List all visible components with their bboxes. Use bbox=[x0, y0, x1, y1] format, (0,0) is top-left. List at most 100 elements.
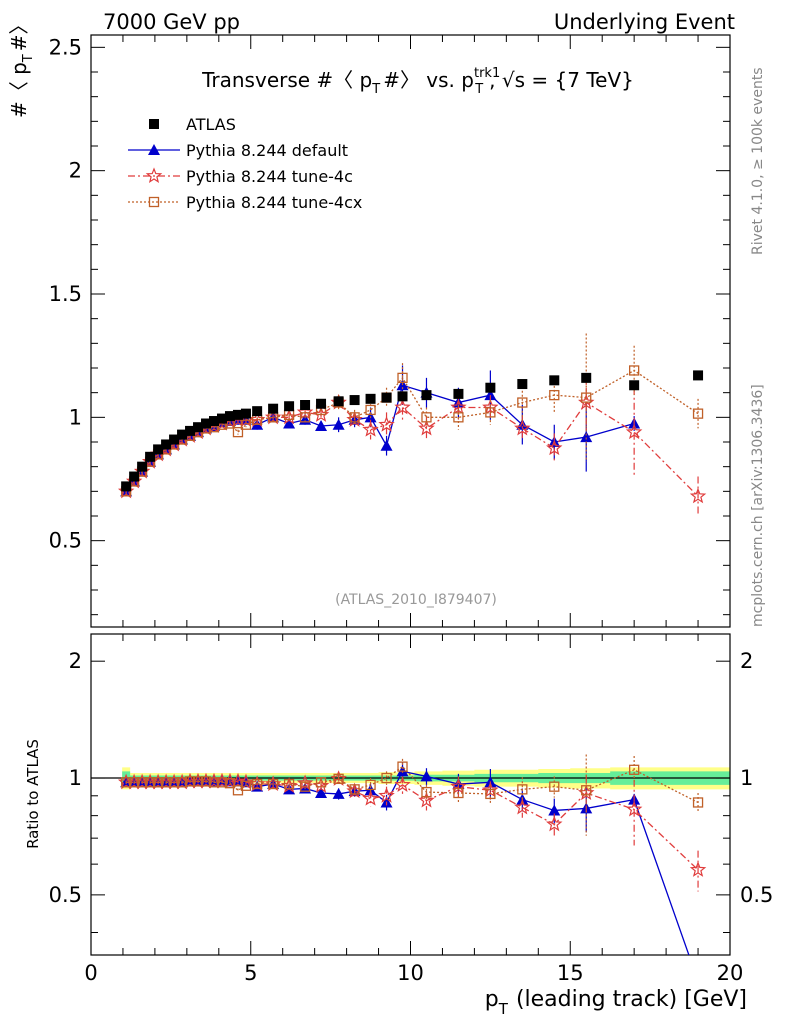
atlas-data-point bbox=[201, 418, 212, 429]
ratio-tune-4cx-point bbox=[381, 772, 392, 784]
x-tick-label: 15 bbox=[557, 961, 584, 985]
ratio-tune-4cx-point bbox=[299, 781, 311, 792]
ratio-tune-4c-point bbox=[394, 776, 411, 792]
x-tick-label: 0 bbox=[84, 961, 97, 985]
ratio-tune-4c-line bbox=[126, 778, 699, 871]
legend-label: Pythia 8.244 default bbox=[186, 141, 348, 160]
ratio-tune-4cx-point bbox=[421, 786, 432, 798]
x-tick-label: 5 bbox=[244, 961, 257, 985]
main-default-point bbox=[315, 419, 328, 431]
atlas-data-point bbox=[252, 406, 263, 417]
ratio-tick-label-left: 1 bbox=[69, 766, 82, 790]
atlas-data-point bbox=[693, 370, 704, 381]
ratio-tune-4cx-point bbox=[192, 776, 204, 787]
atlas-data-point bbox=[268, 403, 279, 414]
atlas-data-point bbox=[177, 429, 188, 440]
atlas-data-point bbox=[485, 382, 496, 393]
ratio-series-group bbox=[117, 754, 707, 986]
axes: 0 5 10 15 20 0.5 1 1.5 2 2.5 0.5 0.5 1 1 2 2 bbox=[49, 35, 773, 985]
ratio-tune-4c-point bbox=[362, 789, 379, 806]
ratio-tune-4cx-point bbox=[251, 778, 263, 790]
atlas-data-point bbox=[161, 439, 172, 450]
main-tune-4cx-point bbox=[549, 389, 560, 401]
main-tune-4cx-point bbox=[629, 365, 640, 376]
main-tune-4cx-point bbox=[581, 392, 592, 403]
main-tune-4cx-point bbox=[517, 397, 528, 408]
ratio-tune-4cx-point bbox=[517, 784, 528, 795]
y-tick-label: 0.5 bbox=[49, 529, 82, 553]
y-tick-label: 1.5 bbox=[49, 282, 82, 306]
atlas-data-point bbox=[240, 408, 251, 419]
header-right: Underlying Event bbox=[554, 10, 735, 34]
ratio-default-point bbox=[315, 787, 328, 799]
header-left: 7000 GeV pp bbox=[103, 10, 240, 34]
atlas-data-point bbox=[349, 395, 360, 406]
ratio-tune-4cx-point bbox=[128, 777, 140, 788]
ratio-tune-4c-point bbox=[625, 800, 643, 817]
ratio-tick-label-left: 2 bbox=[69, 649, 82, 673]
ratio-tick-label-right: 1 bbox=[740, 766, 753, 790]
legend-marker-atlas bbox=[149, 119, 159, 129]
side-text-rivet: Rivet 4.1.0, ≥ 100k events bbox=[750, 67, 766, 255]
ratio-tune-4cx-point bbox=[267, 778, 279, 790]
ratio-tune-4cx-point bbox=[629, 764, 640, 775]
ratio-y-axis-label: Ratio to ATLAS bbox=[24, 739, 42, 849]
main-tune-4cx-point bbox=[365, 404, 376, 416]
x-tick-label: 20 bbox=[717, 961, 744, 985]
y-axis-label: #〈 pT#〉 bbox=[7, 14, 36, 118]
main-tune-4c-point bbox=[394, 398, 411, 415]
atlas-data-point bbox=[453, 388, 464, 399]
atlas-data-point bbox=[629, 380, 640, 391]
main-default-point bbox=[283, 417, 296, 429]
main-tune-4cx-point bbox=[240, 419, 252, 430]
ratio-tune-4cx-point bbox=[283, 778, 295, 790]
ratio-default-point bbox=[332, 787, 345, 799]
atlas-data-point bbox=[169, 434, 180, 445]
legend-label: Pythia 8.244 tune-4cx bbox=[186, 193, 362, 212]
legend-tune-4c-marker bbox=[145, 167, 163, 184]
atlas-data-point bbox=[365, 393, 376, 404]
atlas-data-point bbox=[397, 391, 408, 402]
ratio-tune-4cx-point bbox=[184, 776, 196, 787]
ratio-tune-4cx-point bbox=[144, 777, 156, 788]
ratio-default-line bbox=[126, 770, 690, 955]
atlas-data-point bbox=[224, 411, 235, 422]
atlas-data-point bbox=[145, 451, 156, 462]
legend-default-marker bbox=[148, 144, 160, 155]
ratio-tune-4cx-point bbox=[485, 788, 496, 800]
ratio-tune-4cx-point bbox=[160, 777, 172, 788]
atlas-data-point bbox=[137, 461, 148, 472]
main-default-point bbox=[484, 389, 497, 401]
ratio-tune-4cx-point bbox=[549, 781, 560, 792]
x-axis-label: pT (leading track) [GeV] bbox=[485, 987, 747, 1018]
atlas-data-point bbox=[581, 372, 592, 383]
main-tune-4cx-point bbox=[692, 408, 704, 419]
ratio-tune-4cx-point bbox=[581, 785, 592, 796]
atlas-data-point bbox=[216, 413, 227, 424]
ratio-tick-label-left: 0.5 bbox=[49, 883, 82, 907]
ratio-tune-4c-point bbox=[689, 861, 707, 877]
ratio-tune-4c-point bbox=[514, 798, 531, 815]
ratio-default-point bbox=[692, 975, 704, 986]
main-tune-4cx-point bbox=[299, 412, 311, 423]
ratio-tune-4cx-point bbox=[152, 777, 164, 788]
main-tune-4cx-point bbox=[232, 426, 244, 438]
ratio-default-point bbox=[548, 804, 561, 816]
main-tune-4c-point bbox=[418, 419, 435, 436]
ratio-tune-4c-point bbox=[418, 791, 435, 808]
ratio-tune-4cx-point bbox=[453, 787, 464, 799]
atlas-data-point bbox=[300, 400, 311, 410]
main-tune-4c-point bbox=[514, 419, 531, 436]
analysis-label: (ATLAS_2010_I879407) bbox=[335, 592, 497, 608]
atlas-data-point bbox=[153, 444, 164, 455]
atlas-data-point bbox=[333, 396, 344, 407]
ratio-tune-4cx-point bbox=[136, 777, 148, 788]
main-tune-4cx-point bbox=[397, 372, 408, 384]
ratio-tune-4cx-point bbox=[240, 780, 252, 791]
atlas-data-point bbox=[284, 401, 295, 412]
ratio-tune-4cx-point bbox=[120, 777, 132, 788]
y-tick-label: 2.5 bbox=[49, 35, 82, 59]
main-tune-4c-point bbox=[546, 439, 563, 456]
ratio-tune-4cx-point bbox=[365, 779, 376, 791]
ratio-tune-4c-point bbox=[378, 787, 395, 803]
